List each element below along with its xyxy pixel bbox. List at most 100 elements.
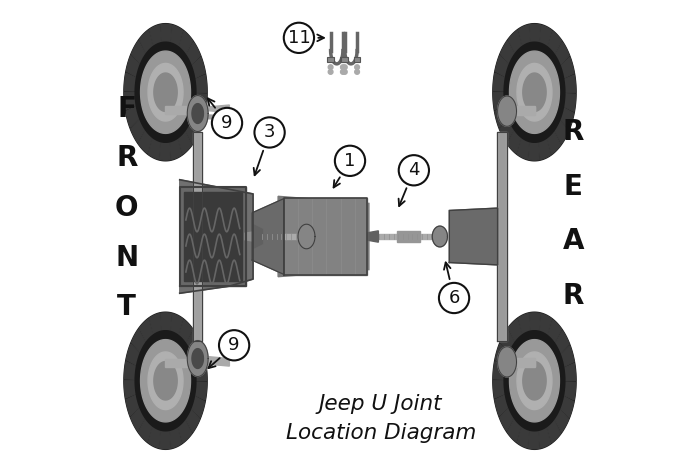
Polygon shape	[284, 198, 367, 275]
Polygon shape	[260, 234, 302, 239]
Polygon shape	[161, 313, 172, 331]
Circle shape	[342, 70, 347, 74]
Polygon shape	[154, 361, 177, 400]
Polygon shape	[180, 180, 253, 293]
Polygon shape	[126, 395, 139, 416]
Text: 9: 9	[228, 336, 240, 354]
Text: O: O	[115, 194, 139, 222]
Polygon shape	[501, 107, 536, 115]
Polygon shape	[493, 312, 576, 449]
Text: N: N	[116, 244, 139, 272]
Polygon shape	[148, 427, 160, 447]
Polygon shape	[496, 344, 509, 365]
Bar	[354, 57, 360, 62]
Polygon shape	[494, 381, 505, 398]
Polygon shape	[164, 106, 197, 114]
Text: Location Diagram: Location Diagram	[286, 423, 476, 443]
Polygon shape	[195, 75, 206, 92]
Polygon shape	[517, 139, 529, 159]
Polygon shape	[298, 224, 315, 249]
Polygon shape	[510, 340, 559, 422]
Polygon shape	[398, 231, 420, 242]
Circle shape	[255, 117, 285, 148]
Polygon shape	[564, 75, 575, 92]
Text: Jeep U Joint: Jeep U Joint	[319, 394, 442, 414]
Polygon shape	[192, 349, 204, 368]
Polygon shape	[171, 314, 183, 334]
Circle shape	[335, 146, 365, 176]
Polygon shape	[504, 331, 565, 431]
Polygon shape	[148, 139, 160, 159]
Polygon shape	[195, 132, 201, 341]
Polygon shape	[139, 30, 153, 53]
Polygon shape	[561, 57, 574, 78]
Polygon shape	[132, 330, 146, 352]
Polygon shape	[530, 24, 540, 42]
Polygon shape	[161, 24, 172, 42]
Polygon shape	[195, 94, 206, 111]
Polygon shape	[148, 63, 183, 121]
Text: A: A	[563, 227, 584, 255]
Polygon shape	[278, 196, 369, 277]
Polygon shape	[195, 364, 206, 381]
Polygon shape	[540, 26, 552, 46]
Polygon shape	[188, 341, 208, 377]
Polygon shape	[179, 31, 193, 54]
Polygon shape	[141, 51, 190, 133]
Polygon shape	[519, 25, 530, 45]
Bar	[328, 57, 334, 62]
Text: 3: 3	[264, 123, 275, 141]
Circle shape	[355, 70, 360, 74]
Polygon shape	[178, 131, 192, 154]
Polygon shape	[519, 314, 530, 334]
Polygon shape	[510, 51, 559, 133]
Polygon shape	[188, 96, 208, 131]
Polygon shape	[197, 114, 230, 120]
Polygon shape	[124, 24, 207, 161]
Polygon shape	[517, 63, 552, 121]
Polygon shape	[498, 132, 505, 341]
Polygon shape	[195, 382, 206, 400]
Polygon shape	[508, 319, 522, 342]
Polygon shape	[500, 120, 514, 142]
Circle shape	[439, 283, 469, 313]
Polygon shape	[554, 121, 568, 143]
Polygon shape	[180, 187, 246, 286]
Polygon shape	[160, 142, 170, 160]
Circle shape	[212, 108, 242, 138]
Text: R: R	[563, 281, 584, 310]
Polygon shape	[192, 104, 204, 123]
Polygon shape	[498, 96, 517, 126]
Polygon shape	[170, 139, 181, 159]
Polygon shape	[131, 120, 145, 142]
Polygon shape	[126, 55, 139, 77]
Circle shape	[219, 330, 249, 360]
Polygon shape	[494, 73, 505, 91]
Text: R: R	[563, 118, 584, 147]
Polygon shape	[433, 226, 447, 247]
Polygon shape	[186, 42, 200, 65]
Polygon shape	[171, 26, 183, 46]
Polygon shape	[540, 314, 552, 334]
Polygon shape	[124, 312, 207, 449]
Polygon shape	[523, 73, 546, 112]
Polygon shape	[548, 31, 561, 54]
Polygon shape	[148, 352, 183, 410]
Polygon shape	[496, 132, 507, 341]
Circle shape	[328, 70, 333, 74]
Polygon shape	[139, 131, 152, 153]
Polygon shape	[517, 352, 552, 410]
Text: 1: 1	[344, 152, 356, 170]
Polygon shape	[179, 320, 193, 342]
Polygon shape	[139, 419, 152, 442]
Polygon shape	[164, 359, 197, 367]
Polygon shape	[141, 340, 190, 422]
Text: 4: 4	[408, 161, 419, 179]
Polygon shape	[500, 330, 514, 352]
Polygon shape	[517, 427, 529, 447]
Polygon shape	[564, 364, 575, 381]
Polygon shape	[523, 361, 546, 400]
Polygon shape	[555, 42, 569, 65]
Polygon shape	[564, 94, 575, 111]
Bar	[340, 57, 346, 62]
